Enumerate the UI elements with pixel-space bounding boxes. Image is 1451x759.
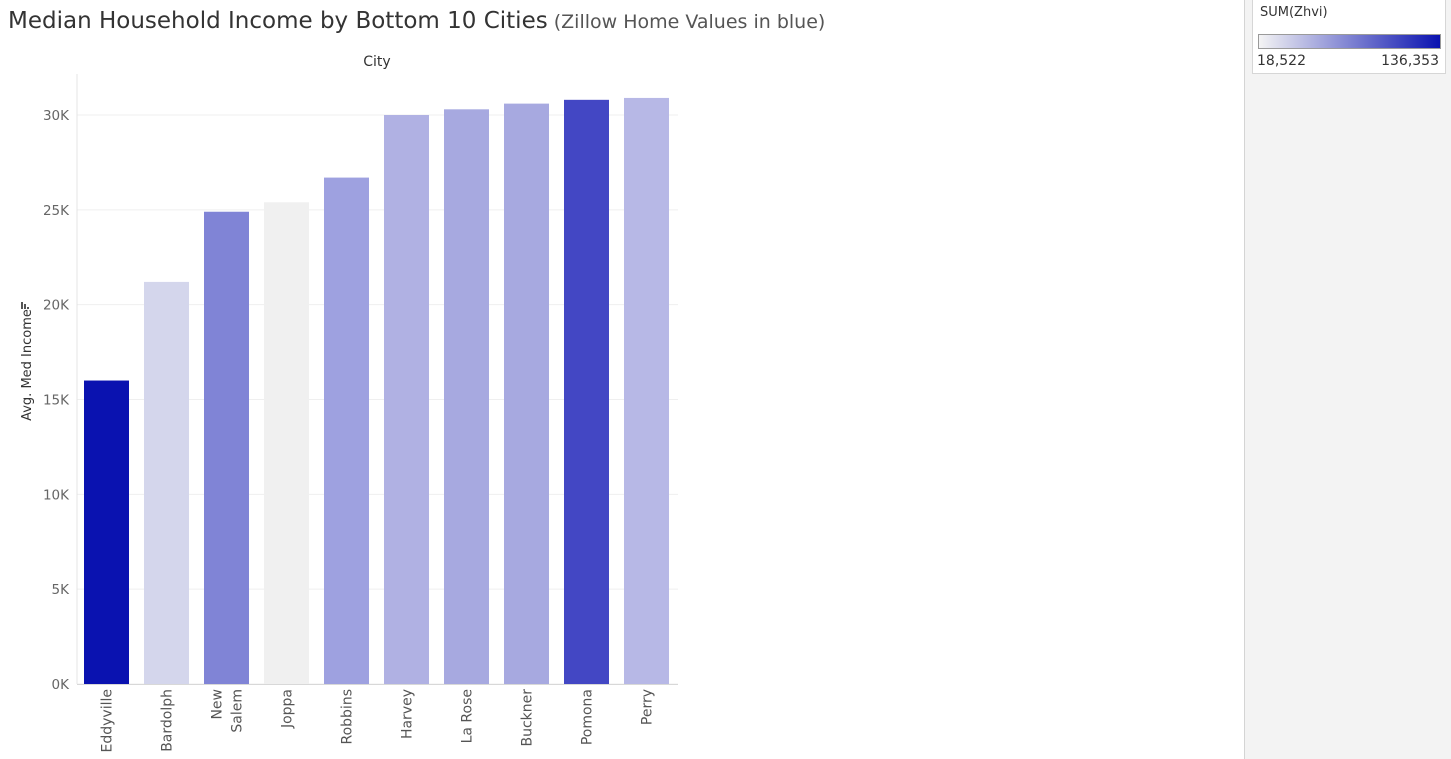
y-tick-label: 5K (52, 582, 71, 598)
legend-max-label: 136,353 (1381, 53, 1439, 69)
x-tick-label: Salem (230, 689, 246, 733)
bar-bardolph (144, 281, 189, 684)
bar-joppa (264, 202, 309, 684)
x-tick-label: Perry (640, 689, 656, 725)
sort-icon (21, 302, 29, 309)
bar-pomona (564, 99, 609, 685)
chart-title: Median Household Income by Bottom 10 Cit… (8, 8, 825, 34)
legend-color-ramp (1258, 34, 1441, 49)
bar-la-rose (444, 109, 489, 684)
x-tick-label: Pomona (580, 689, 596, 745)
x-tick-label: Buckner (520, 689, 536, 747)
x-tick-label: New (210, 689, 226, 720)
bar-perry (624, 97, 669, 685)
legend-min-label: 18,522 (1257, 53, 1306, 69)
y-tick-label: 0K (52, 677, 71, 693)
x-tick-label: Robbins (340, 689, 356, 745)
x-tick-label: Bardolph (160, 689, 176, 752)
y-axis-title: Avg. Med Income (20, 309, 35, 421)
bar-harvey (384, 115, 429, 684)
chart-subtitle-open: ( (547, 11, 562, 33)
y-tick-label: 25K (43, 203, 70, 219)
bar-chart: City 0K 5K 10K 15K 20K 25K 30K Avg. Med Income Ed… (20, 54, 678, 752)
y-tick-label: 30K (43, 108, 70, 124)
column-header: City (363, 54, 390, 70)
chart-title-main: Median Household Income by Bottom 10 Cit… (8, 8, 548, 34)
x-tick-label: La Rose (460, 689, 476, 743)
color-legend[interactable]: SUM(Zhvi) 18,522 136,353 (1252, 0, 1446, 74)
bar-new-salem (204, 211, 249, 685)
bar-buckner (504, 103, 549, 684)
chart-subtitle-close: ) (817, 11, 826, 33)
bar-robbins (324, 177, 369, 684)
y-tick-label: 10K (43, 487, 70, 503)
x-tick-label: Harvey (400, 689, 416, 739)
y-tick-label: 20K (43, 298, 70, 314)
x-tick-label: Joppa (280, 689, 296, 729)
x-tick-label: Eddyville (100, 689, 116, 752)
legend-title: SUM(Zhvi) (1260, 5, 1328, 20)
bar-eddyville (84, 380, 129, 684)
chart-subtitle: Zillow Home Values in blue (561, 11, 818, 33)
side-panel: SUM(Zhvi) 18,522 136,353 (1244, 0, 1451, 759)
y-tick-label: 15K (43, 393, 70, 409)
